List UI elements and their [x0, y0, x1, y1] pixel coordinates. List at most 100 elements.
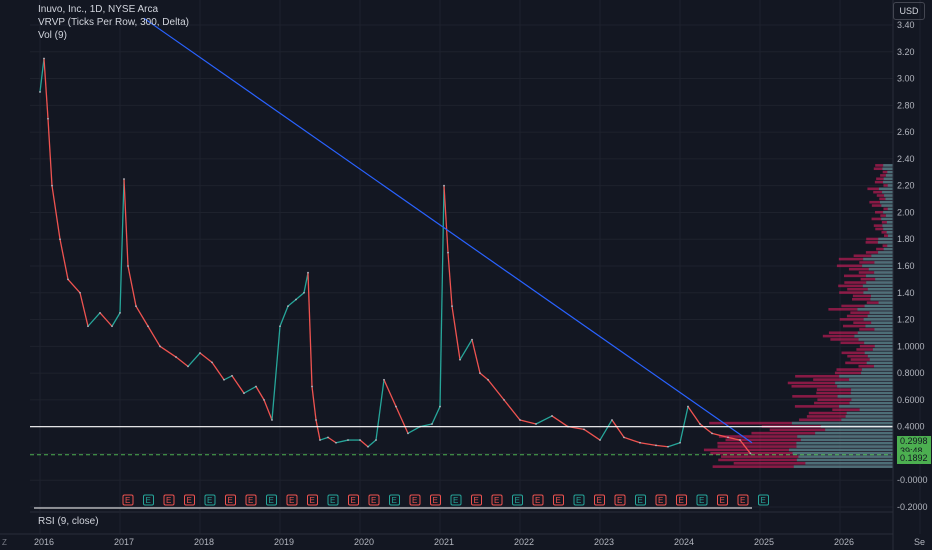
legend-symbol[interactable]: Inuvo, Inc., 1D, NYSE Arca [38, 4, 159, 15]
price-segment [583, 428, 601, 441]
price-segment [599, 419, 613, 441]
vrvp-bar-up [796, 441, 893, 445]
rsi-label[interactable]: RSI (9, close) [38, 516, 99, 527]
vrvp-bar-up [886, 231, 893, 234]
vrvp-bar-up [874, 344, 893, 348]
vrvp-bar-up [789, 448, 893, 452]
price-point [383, 378, 385, 381]
price-segment [375, 379, 385, 441]
price-segment [99, 312, 113, 327]
earnings-marker [512, 494, 523, 506]
vrvp-bar-up [872, 348, 893, 351]
price-segment [727, 436, 741, 441]
price-point [439, 405, 441, 408]
price-segment [711, 432, 729, 439]
price-point [487, 378, 489, 381]
vrvp-bar-up [886, 220, 893, 224]
vrvp-bar-up [884, 194, 893, 197]
earnings-marker-label: E [330, 496, 335, 505]
vrvp-bar-up [869, 311, 893, 314]
earnings-marker [696, 494, 708, 506]
vrvp-bar-up [849, 401, 893, 405]
vrvp-bar-up [869, 358, 893, 361]
price-segment [739, 439, 751, 454]
vrvp-bar-up [883, 227, 893, 231]
price-point [123, 178, 125, 180]
price-segment [311, 386, 317, 421]
x-tick-label: 2022 [514, 537, 534, 547]
earnings-marker-label: E [679, 496, 684, 505]
vrvp-bar-up [861, 371, 893, 375]
y-tick-label: 2.20 [897, 181, 915, 191]
price-segment [439, 185, 445, 407]
vrvp-bar-up [883, 180, 893, 184]
vrvp-bar-up [867, 354, 893, 358]
vrvp-bar-up [887, 207, 893, 211]
price-point [119, 311, 121, 314]
earnings-marker-label: E [187, 496, 192, 505]
price-point [551, 415, 553, 417]
earnings-marker [614, 494, 626, 506]
currency-button[interactable]: USD [893, 2, 925, 20]
vrvp-bar-up [878, 237, 893, 241]
earnings-marker-label: E [761, 496, 766, 505]
earnings-marker [553, 494, 564, 506]
x-axis: 2016 2017 2018 2019 2020 2021 2022 2023 2024 2025… [0, 533, 925, 547]
price-point [395, 405, 397, 408]
price-point [51, 184, 53, 187]
y-tick-label: 2.80 [897, 100, 915, 110]
vrvp-bar-up [874, 328, 893, 331]
price-segment [503, 399, 521, 421]
vrvp-bar-up [885, 197, 893, 201]
price-point [431, 423, 433, 425]
earnings-marker [532, 494, 544, 506]
vrvp-bar-up [825, 428, 893, 432]
price-point [699, 423, 701, 425]
earnings-marker [758, 494, 769, 506]
price-point [279, 325, 281, 328]
earnings-marker-label: E [597, 496, 602, 505]
vrvp-bar-up [878, 187, 893, 191]
vrvp-bar-up [882, 224, 893, 227]
vrvp-bar-up [887, 184, 893, 187]
price-segment [223, 375, 233, 381]
vrvp-bar-up [865, 324, 893, 328]
price-segment [359, 439, 369, 448]
x-tick-label: 2017 [114, 537, 134, 547]
legend-vol[interactable]: Vol (9) [38, 30, 67, 41]
trend-line [143, 17, 753, 444]
vrvp-bar-up [864, 304, 893, 308]
vrvp-bar-up [850, 391, 893, 395]
price-segment [59, 239, 69, 280]
price-segment [87, 312, 101, 327]
price-segment [551, 415, 569, 428]
vrvp-bar-up [868, 267, 893, 271]
y-tick-label: 1.0000 [897, 341, 925, 351]
price-point [655, 444, 657, 447]
vrvp-bar-up [871, 321, 893, 325]
earnings-marker-label: E [474, 496, 479, 505]
price-segment [187, 352, 201, 367]
x-tick-label: 2016 [34, 537, 54, 547]
legend-vrvp[interactable]: VRVP (Ticks Per Row, 300, Delta) [38, 17, 189, 28]
price-segment [303, 272, 309, 293]
earnings-marker-label: E [207, 496, 212, 505]
vrvp-bar-up [837, 395, 893, 398]
earnings-marker [307, 494, 318, 506]
price-segment [667, 442, 681, 448]
vrvp-bar-up [866, 361, 893, 365]
price-point [611, 419, 613, 421]
vrvp-bar-up [885, 174, 893, 177]
earnings-marker [450, 494, 462, 506]
earnings-marker [163, 494, 175, 506]
price-point [519, 419, 521, 421]
vrvp-bar-up [875, 277, 893, 281]
vrvp-bar-up [845, 415, 893, 418]
grid [30, 0, 921, 534]
price-point [79, 291, 81, 294]
price-point [59, 238, 61, 241]
vrvp-bar-up [862, 284, 893, 288]
price-point [535, 423, 537, 425]
